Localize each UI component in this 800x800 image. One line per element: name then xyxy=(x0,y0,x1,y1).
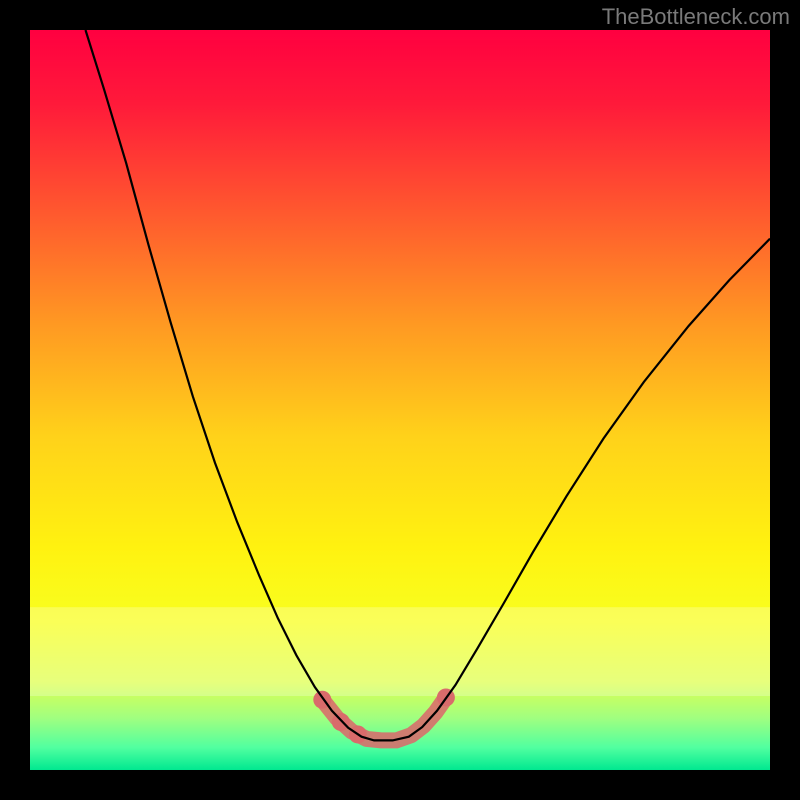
bottleneck-curve xyxy=(86,30,771,740)
watermark-text: TheBottleneck.com xyxy=(602,4,790,30)
plot-area xyxy=(30,30,770,770)
chart-curves xyxy=(30,30,770,770)
